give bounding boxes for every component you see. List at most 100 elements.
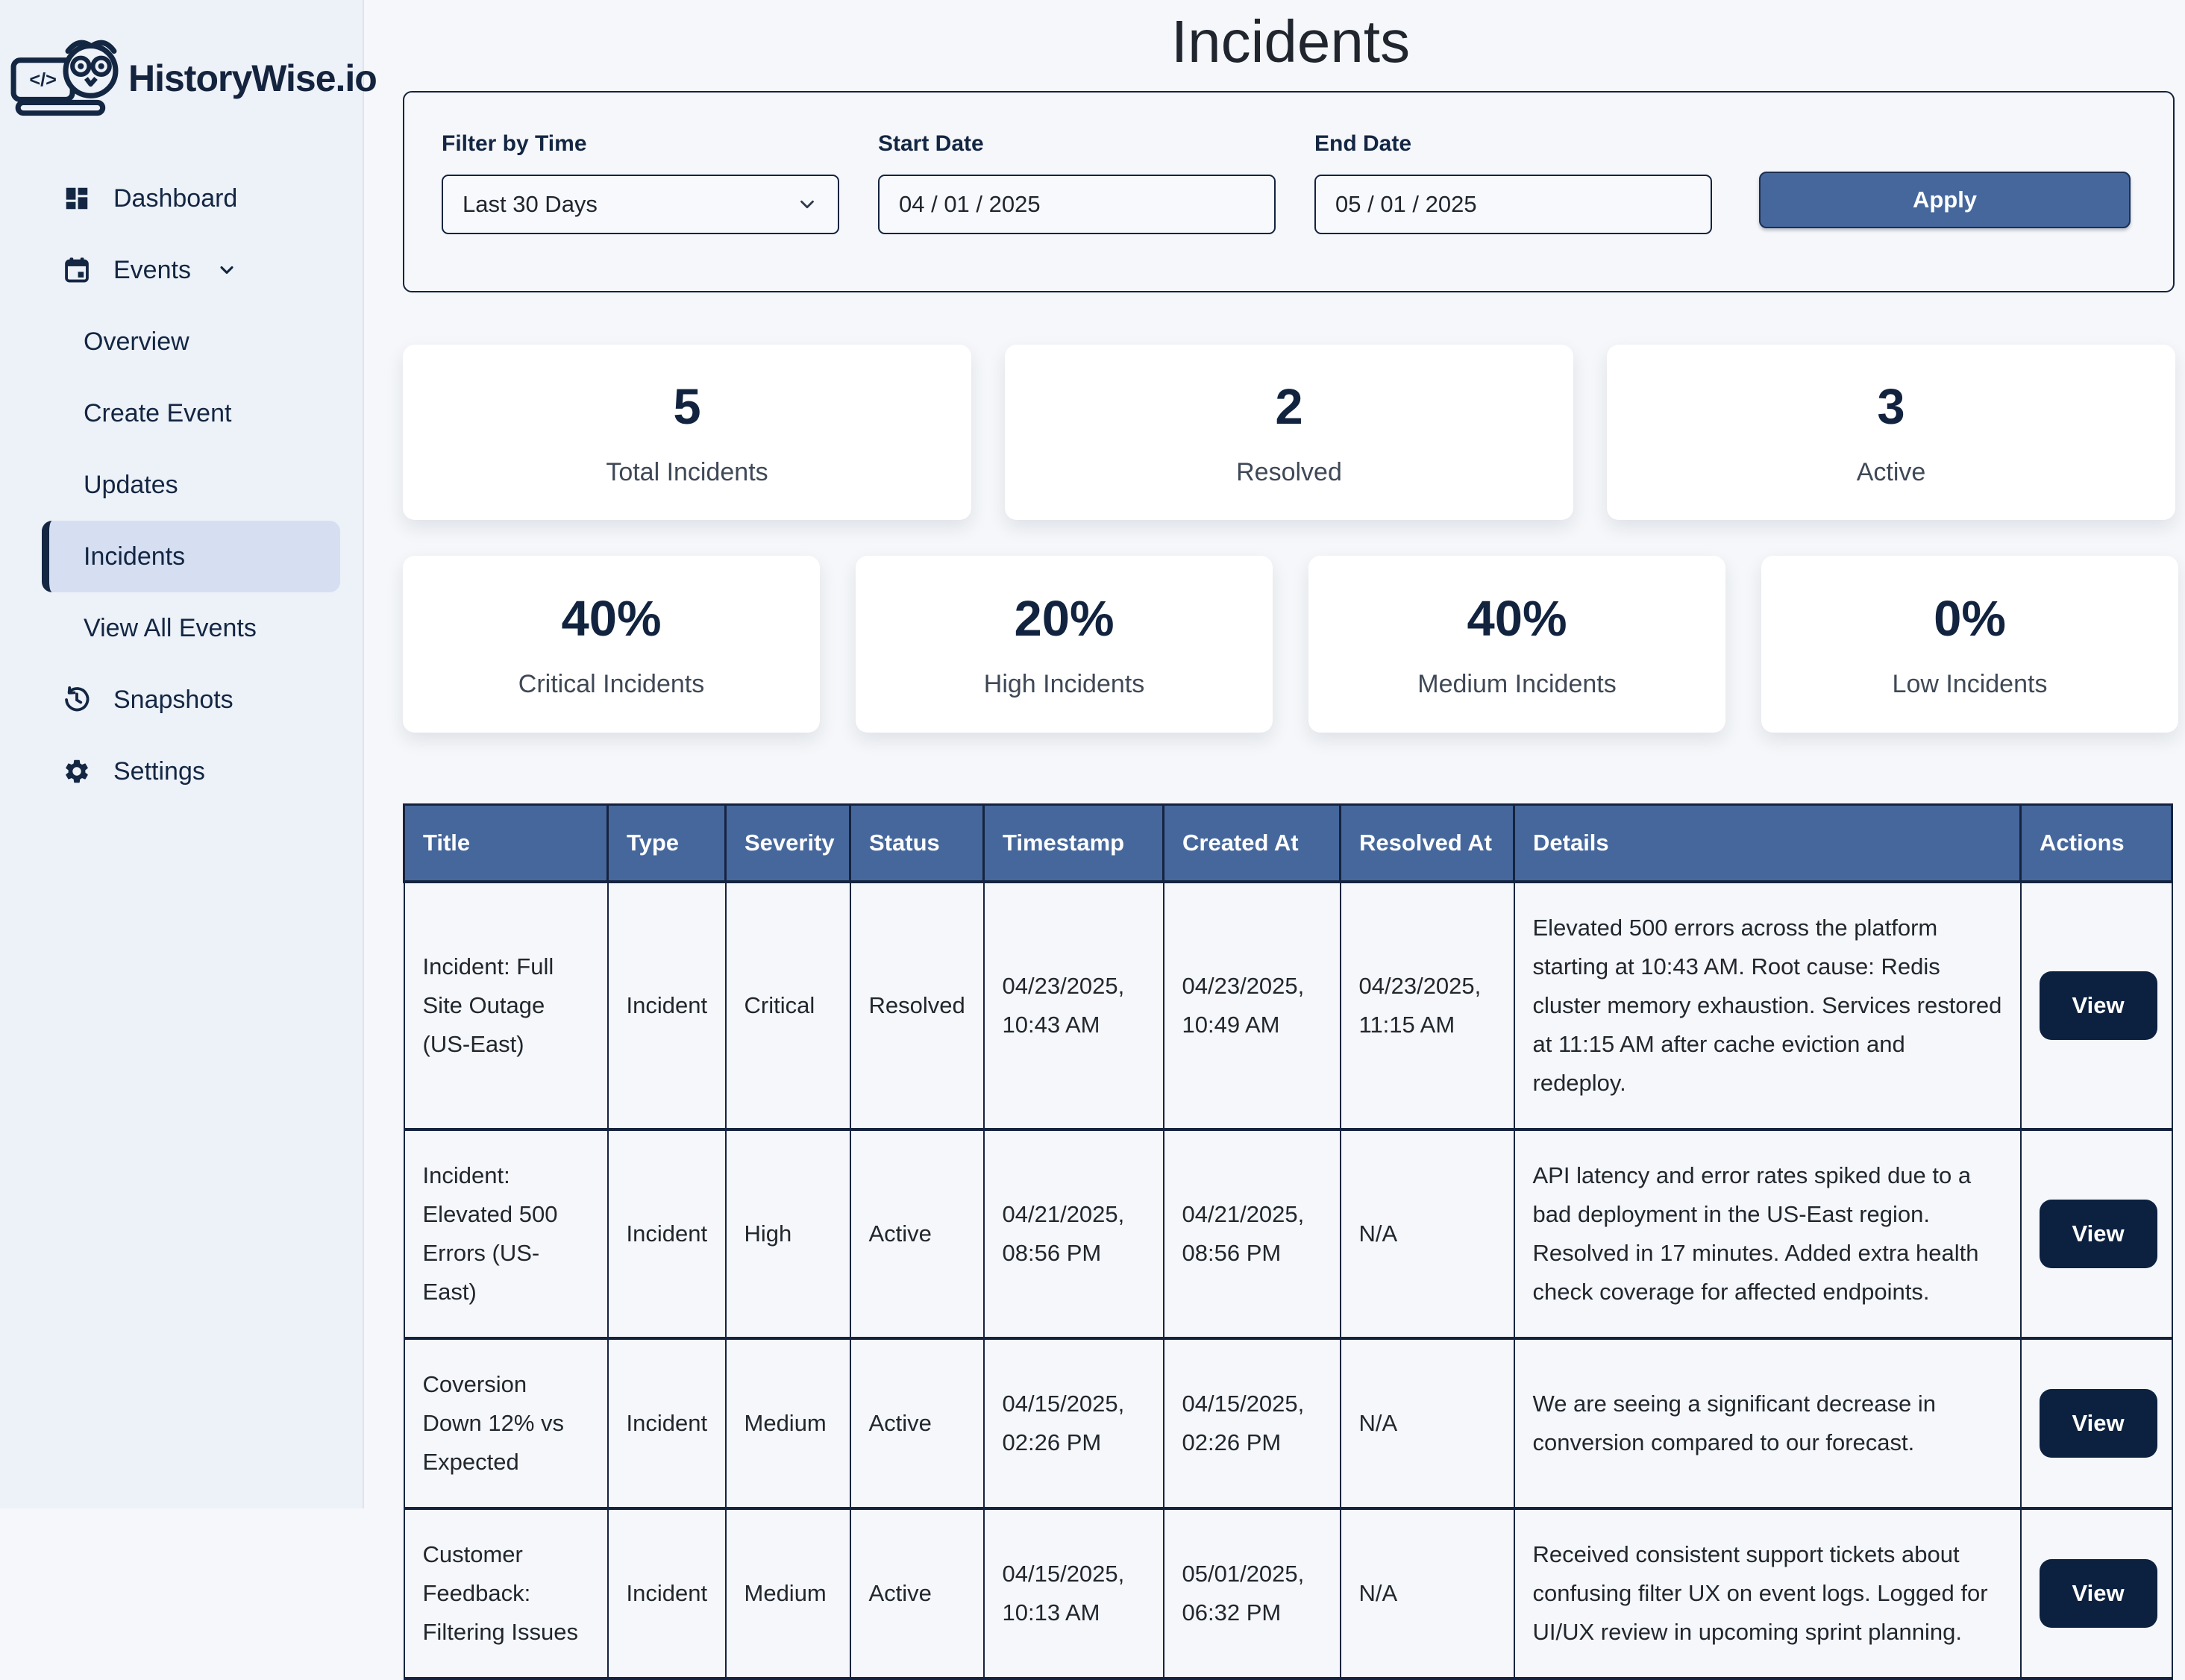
column-header-type: Type: [606, 803, 727, 883]
svg-text:</>: </>: [29, 69, 57, 90]
sidebar-item-label: Events: [113, 255, 191, 284]
cell-severity: Medium: [724, 1507, 851, 1680]
calendar-icon: [63, 256, 91, 284]
cell-title: Incident: Full Site Outage (US-East): [403, 880, 609, 1131]
end-date-value: 05 / 01 / 2025: [1335, 191, 1477, 217]
start-date-label: Start Date: [878, 131, 984, 156]
sidebar-item-label: View All Events: [84, 613, 257, 642]
cell-status: Active: [849, 1507, 985, 1680]
time-filter-group: Filter by Time Last 30 Days: [442, 131, 839, 234]
filter-panel: Filter by Time Last 30 Days Start Date 0…: [403, 91, 2175, 292]
cell-title: Customer Feedback: Filtering Issues: [403, 1507, 609, 1680]
cell-severity: High: [724, 1128, 851, 1340]
sidebar-item-updates[interactable]: Updates: [0, 449, 363, 521]
stat-card-low-incidents: 0% Low Incidents: [1761, 556, 2178, 733]
table-header-row: Title Type Severity Status Timestamp Cre…: [403, 803, 2173, 883]
stat-value: 0%: [1934, 590, 2006, 647]
sidebar-item-dashboard[interactable]: Dashboard: [0, 163, 363, 234]
stat-label: Medium Incidents: [1417, 669, 1617, 698]
chevron-down-icon: [220, 266, 233, 275]
time-filter-value: Last 30 Days: [463, 191, 598, 217]
end-date-input[interactable]: 05 / 01 / 2025: [1314, 175, 1712, 234]
start-date-input[interactable]: 04 / 01 / 2025: [878, 175, 1276, 234]
cell-status: Active: [849, 1128, 985, 1340]
stat-value: 2: [1275, 378, 1303, 435]
stat-label: High Incidents: [983, 669, 1145, 698]
view-button[interactable]: View: [2039, 971, 2157, 1040]
stat-value: 40%: [1467, 590, 1567, 647]
table-row: Incident: Elevated 500 Errors (US-East) …: [403, 1128, 2173, 1340]
cell-details: Received consistent support tickets abou…: [1513, 1507, 2022, 1680]
cell-type: Incident: [606, 1337, 727, 1510]
cell-timestamp: 04/15/2025, 02:26 PM: [982, 1337, 1164, 1510]
cell-actions: View: [2019, 1337, 2173, 1510]
cell-resolved-at: N/A: [1339, 1507, 1515, 1680]
cell-type: Incident: [606, 880, 727, 1131]
page-title: Incidents: [1170, 8, 1411, 75]
end-date-label: End Date: [1314, 131, 1412, 156]
cell-actions: View: [2019, 1128, 2173, 1340]
view-button[interactable]: View: [2039, 1200, 2157, 1268]
view-button[interactable]: View: [2039, 1389, 2157, 1458]
sidebar-item-snapshots[interactable]: Snapshots: [0, 664, 363, 736]
sidebar-item-view-all-events[interactable]: View All Events: [0, 592, 363, 664]
cell-actions: View: [2019, 880, 2173, 1131]
cell-resolved-at: N/A: [1339, 1128, 1515, 1340]
dashboard-icon: [63, 184, 91, 213]
sidebar-item-incidents[interactable]: Incidents: [42, 521, 340, 592]
chevron-down-icon: [800, 200, 814, 209]
sidebar-item-label: Updates: [84, 470, 178, 499]
view-button[interactable]: View: [2039, 1559, 2157, 1628]
cell-type: Incident: [606, 1128, 727, 1340]
cell-resolved-at: 04/23/2025, 11:15 AM: [1339, 880, 1515, 1131]
time-filter-select[interactable]: Last 30 Days: [442, 175, 839, 234]
start-date-group: Start Date 04 / 01 / 2025: [878, 131, 1276, 234]
cell-created-at: 04/23/2025, 10:49 AM: [1162, 880, 1341, 1131]
stat-card-high-incidents: 20% High Incidents: [856, 556, 1273, 733]
table-row: Customer Feedback: Filtering Issues Inci…: [403, 1507, 2173, 1680]
filter-by-time-label: Filter by Time: [442, 131, 587, 156]
stat-card-medium-incidents: 40% Medium Incidents: [1308, 556, 1725, 733]
sidebar-item-settings[interactable]: Settings: [0, 736, 363, 807]
end-date-group: End Date 05 / 01 / 2025: [1314, 131, 1712, 234]
cell-created-at: 04/15/2025, 02:26 PM: [1162, 1337, 1341, 1510]
column-header-actions: Actions: [2019, 803, 2173, 883]
cell-timestamp: 04/23/2025, 10:43 AM: [982, 880, 1164, 1131]
column-header-title: Title: [403, 803, 609, 883]
sidebar: </> HistoryWise.io Dashboard: [0, 0, 377, 1508]
cell-created-at: 05/01/2025, 06:32 PM: [1162, 1507, 1341, 1680]
stat-value: 40%: [561, 590, 662, 647]
sidebar-item-label: Incidents: [84, 542, 186, 571]
sidebar-item-events[interactable]: Events: [0, 234, 363, 306]
cell-title: Incident: Elevated 500 Errors (US-East): [403, 1128, 609, 1340]
apply-button[interactable]: Apply: [1759, 172, 2131, 228]
cell-timestamp: 04/15/2025, 10:13 AM: [982, 1507, 1164, 1680]
sidebar-item-label: Dashboard: [113, 184, 238, 213]
table-row: Incident: Full Site Outage (US-East) Inc…: [403, 880, 2173, 1131]
stat-label: Low Incidents: [1892, 669, 2048, 698]
main-content: Incidents Filter by Time Last 30 Days St…: [364, 0, 2185, 1680]
history-icon: [63, 686, 91, 714]
sidebar-item-label: Settings: [113, 756, 205, 786]
cell-title: Coversion Down 12% vs Expected: [403, 1337, 609, 1510]
stat-label: Active: [1856, 457, 1926, 486]
cell-created-at: 04/21/2025, 08:56 PM: [1162, 1128, 1341, 1340]
start-date-value: 04 / 01 / 2025: [899, 191, 1041, 217]
owl-laptop-logo-icon: </>: [10, 40, 119, 116]
cell-type: Incident: [606, 1507, 727, 1680]
stat-label: Critical Incidents: [518, 669, 705, 698]
stat-card-total-incidents: 5 Total Incidents: [403, 345, 971, 520]
sidebar-item-label: Overview: [84, 327, 189, 356]
stat-card-critical-incidents: 40% Critical Incidents: [403, 556, 820, 733]
stat-card-active: 3 Active: [1607, 345, 2175, 520]
logo[interactable]: </> HistoryWise.io: [0, 31, 377, 125]
stat-value: 20%: [1014, 590, 1115, 647]
stat-label: Resolved: [1236, 457, 1342, 486]
cell-details: We are seeing a significant decrease in …: [1513, 1337, 2022, 1510]
summary-stats: 5 Total Incidents 2 Resolved 3 Active: [403, 345, 2178, 520]
cell-actions: View: [2019, 1507, 2173, 1680]
sidebar-item-overview[interactable]: Overview: [0, 306, 363, 377]
cell-severity: Critical: [724, 880, 851, 1131]
cell-status: Resolved: [849, 880, 985, 1131]
sidebar-item-create-event[interactable]: Create Event: [0, 377, 363, 449]
